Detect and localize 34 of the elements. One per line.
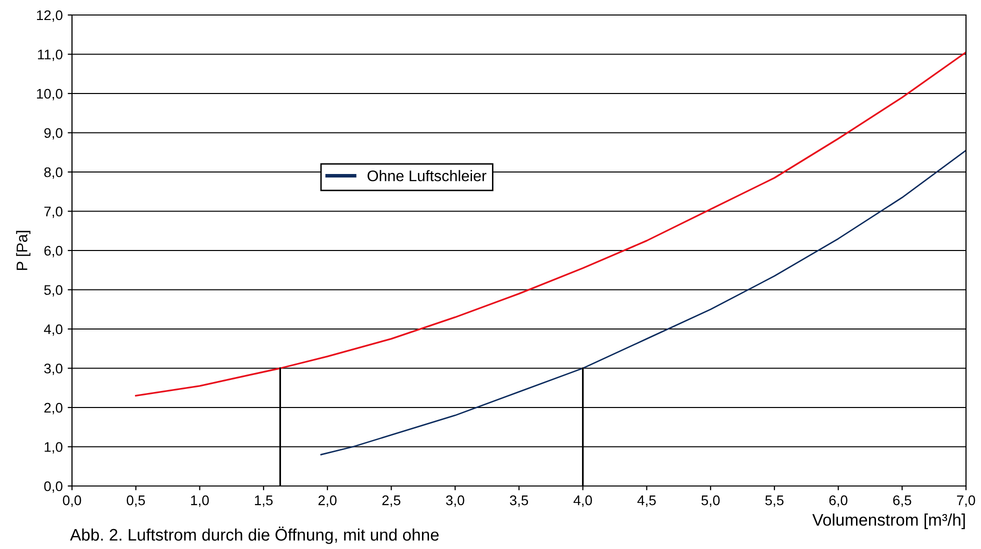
y-tick-label: 12,0 xyxy=(37,10,62,22)
y-tick-label: 0,0 xyxy=(44,481,62,493)
line-series xyxy=(320,150,966,456)
x-tick-label: 6,0 xyxy=(829,495,848,507)
caption: Abb. 2. Luftstrom durch die Öffnung, mit und ohne xyxy=(70,526,439,544)
x-tick-label: 5,5 xyxy=(765,496,784,507)
x-tick-label: 2,0 xyxy=(318,495,337,507)
x-tick-label: 2,5 xyxy=(382,495,400,507)
y-tick-label: 11,0 xyxy=(38,50,62,62)
y-tick-label: 2,0 xyxy=(44,402,62,414)
y-tick-label: 4,0 xyxy=(44,324,62,336)
y-tick-label: 3,0 xyxy=(44,364,62,376)
x-tick-label: 1,5 xyxy=(254,496,273,507)
y-tick-label: 9,0 xyxy=(44,128,62,140)
y-tick-label: 10,0 xyxy=(37,88,62,100)
x-tick-label: 7,0 xyxy=(957,495,976,507)
x-tick-label: 6,5 xyxy=(893,495,912,507)
legend-label: Ohne Luftschleier xyxy=(368,170,486,182)
y-tick-label: 1,0 xyxy=(44,442,62,454)
x-tick-label: 1,0 xyxy=(191,495,209,507)
line-series xyxy=(135,51,966,397)
x-tick-label: 0,0 xyxy=(62,495,82,507)
x-tick-label: 4,0 xyxy=(574,495,592,507)
x-axis-title: Volumenstrom [m³/h] xyxy=(812,514,965,530)
x-tick-label: 4,5 xyxy=(637,496,656,507)
x-tick-label: 0,5 xyxy=(126,495,145,507)
y-axis-title: P [Pa] xyxy=(16,230,30,270)
x-tick-label: 5,0 xyxy=(701,495,720,507)
y-tick-label: 7,0 xyxy=(44,206,62,218)
x-tick-label: 3,0 xyxy=(446,495,464,507)
y-tick-label: 6,0 xyxy=(44,246,62,258)
x-tick-label: 3,5 xyxy=(510,495,528,507)
y-tick-label: 8,0 xyxy=(44,167,62,179)
y-tick-label: 5,0 xyxy=(44,285,62,297)
